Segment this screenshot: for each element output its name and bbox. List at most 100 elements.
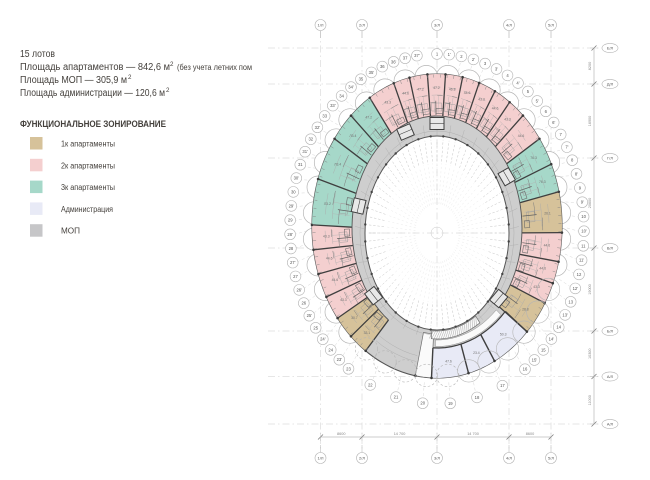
svg-text:4: 4 — [506, 73, 509, 78]
svg-text:36: 36 — [380, 64, 385, 69]
svg-text:47.6: 47.6 — [445, 359, 452, 363]
svg-text:2/Л: 2/Л — [359, 456, 365, 461]
svg-text:33: 33 — [322, 114, 327, 119]
svg-text:2/Л: 2/Л — [359, 23, 365, 28]
svg-text:В/Л: В/Л — [607, 246, 614, 251]
svg-text:Площадь МОП — 305,9 м: Площадь МОП — 305,9 м — [20, 75, 127, 86]
svg-text:46.8: 46.8 — [449, 87, 456, 91]
svg-text:6: 6 — [545, 109, 548, 114]
svg-text:5': 5' — [536, 99, 539, 104]
svg-text:32: 32 — [308, 137, 313, 142]
svg-text:47.2: 47.2 — [433, 86, 440, 90]
svg-text:13': 13' — [562, 312, 568, 317]
svg-text:7': 7' — [565, 145, 568, 150]
svg-text:11000: 11000 — [588, 395, 592, 405]
svg-text:76.3: 76.3 — [530, 156, 537, 160]
svg-text:25': 25' — [307, 313, 313, 318]
svg-text:33.1: 33.1 — [364, 331, 371, 335]
svg-text:23': 23' — [337, 357, 343, 362]
svg-text:Л3.4: Л3.4 — [334, 162, 341, 166]
svg-text:10: 10 — [581, 214, 586, 219]
svg-text:29: 29 — [288, 218, 293, 223]
svg-text:44.6: 44.6 — [492, 106, 499, 110]
svg-text:(без учета летних пом: (без учета летних пом — [177, 63, 252, 72]
svg-text:17: 17 — [500, 383, 505, 388]
svg-text:2к апартаменты: 2к апартаменты — [61, 161, 115, 170]
svg-text:14': 14' — [549, 337, 555, 342]
svg-text:27': 27' — [290, 260, 296, 265]
svg-text:ФУНКЦИОНАЛЬНОЕ ЗОНИРОВАНИЕ: ФУНКЦИОНАЛЬНОЕ ЗОНИРОВАНИЕ — [20, 119, 166, 129]
svg-text:23: 23 — [346, 366, 351, 371]
svg-text:47.2: 47.2 — [365, 115, 372, 119]
svg-text:3': 3' — [495, 67, 498, 72]
svg-text:37: 37 — [403, 56, 408, 61]
svg-text:37': 37' — [414, 53, 420, 58]
svg-text:10300: 10300 — [588, 348, 592, 359]
svg-text:5: 5 — [527, 89, 530, 94]
svg-text:44.6: 44.6 — [544, 243, 551, 247]
svg-text:1к апартаменты: 1к апартаменты — [61, 140, 115, 149]
svg-text:8': 8' — [575, 171, 578, 176]
svg-text:9': 9' — [581, 200, 584, 205]
svg-text:Л3.4: Л3.4 — [349, 134, 356, 138]
svg-text:Д/Л: Д/Л — [607, 82, 614, 87]
svg-text:19: 19 — [448, 401, 453, 406]
svg-text:16: 16 — [523, 367, 528, 372]
svg-text:4/Л: 4/Л — [506, 23, 512, 28]
svg-text:Г/Л: Г/Л — [607, 156, 613, 161]
svg-text:13: 13 — [568, 299, 573, 304]
svg-text:3/Л: 3/Л — [434, 23, 440, 28]
svg-text:2: 2 — [128, 74, 132, 81]
svg-text:2': 2' — [472, 57, 475, 62]
svg-text:43.3: 43.3 — [384, 100, 391, 104]
svg-text:35: 35 — [359, 77, 364, 82]
svg-text:20: 20 — [420, 401, 425, 406]
svg-text:8200: 8200 — [588, 62, 592, 70]
svg-text:23.4: 23.4 — [473, 351, 480, 355]
svg-text:30': 30' — [294, 176, 300, 181]
svg-text:Площадь администрации — 120,6: Площадь администрации — 120,6 м — [20, 88, 165, 99]
svg-text:28.8: 28.8 — [522, 308, 529, 312]
svg-text:8: 8 — [571, 158, 574, 163]
svg-text:24': 24' — [320, 337, 326, 342]
svg-text:35': 35' — [369, 70, 375, 75]
svg-text:14 700: 14 700 — [467, 432, 479, 436]
svg-text:19000: 19000 — [588, 284, 592, 295]
svg-text:15 лотов: 15 лотов — [20, 49, 55, 60]
svg-text:Администрация: Администрация — [61, 205, 113, 214]
svg-text:3к апартаменты: 3к апартаменты — [61, 183, 115, 192]
svg-text:43.3: 43.3 — [504, 117, 511, 121]
svg-text:4/Л: 4/Л — [506, 456, 512, 461]
svg-text:11': 11' — [579, 258, 584, 263]
svg-text:43.3: 43.3 — [323, 234, 330, 238]
svg-text:43.3: 43.3 — [340, 298, 347, 302]
svg-text:Е/Л: Е/Л — [607, 46, 614, 51]
svg-text:34': 34' — [348, 85, 354, 90]
svg-text:18: 18 — [475, 395, 480, 400]
svg-text:29': 29' — [289, 203, 295, 208]
svg-text:8600: 8600 — [526, 432, 534, 436]
svg-text:44.6: 44.6 — [539, 266, 546, 270]
svg-text:44.6: 44.6 — [326, 257, 333, 261]
svg-text:15: 15 — [541, 347, 546, 352]
svg-text:9: 9 — [579, 185, 582, 190]
svg-text:12: 12 — [577, 272, 582, 277]
svg-text:27: 27 — [293, 274, 298, 279]
svg-text:26': 26' — [296, 287, 302, 292]
svg-text:36': 36' — [391, 59, 397, 64]
svg-text:1/Л: 1/Л — [318, 23, 324, 28]
svg-text:25: 25 — [313, 325, 318, 330]
svg-text:4': 4' — [516, 81, 519, 86]
svg-text:28': 28' — [287, 232, 293, 237]
svg-text:2: 2 — [170, 61, 174, 68]
svg-text:32': 32' — [315, 125, 321, 130]
svg-text:1: 1 — [436, 52, 439, 57]
svg-text:31: 31 — [298, 162, 303, 167]
svg-text:2: 2 — [460, 54, 463, 59]
svg-text:14: 14 — [556, 325, 561, 330]
svg-text:5/Л: 5/Л — [548, 23, 554, 28]
svg-text:28: 28 — [289, 246, 294, 251]
svg-text:1/Л: 1/Л — [318, 456, 324, 461]
svg-text:30.7: 30.7 — [351, 316, 358, 320]
svg-text:12': 12' — [573, 286, 579, 291]
